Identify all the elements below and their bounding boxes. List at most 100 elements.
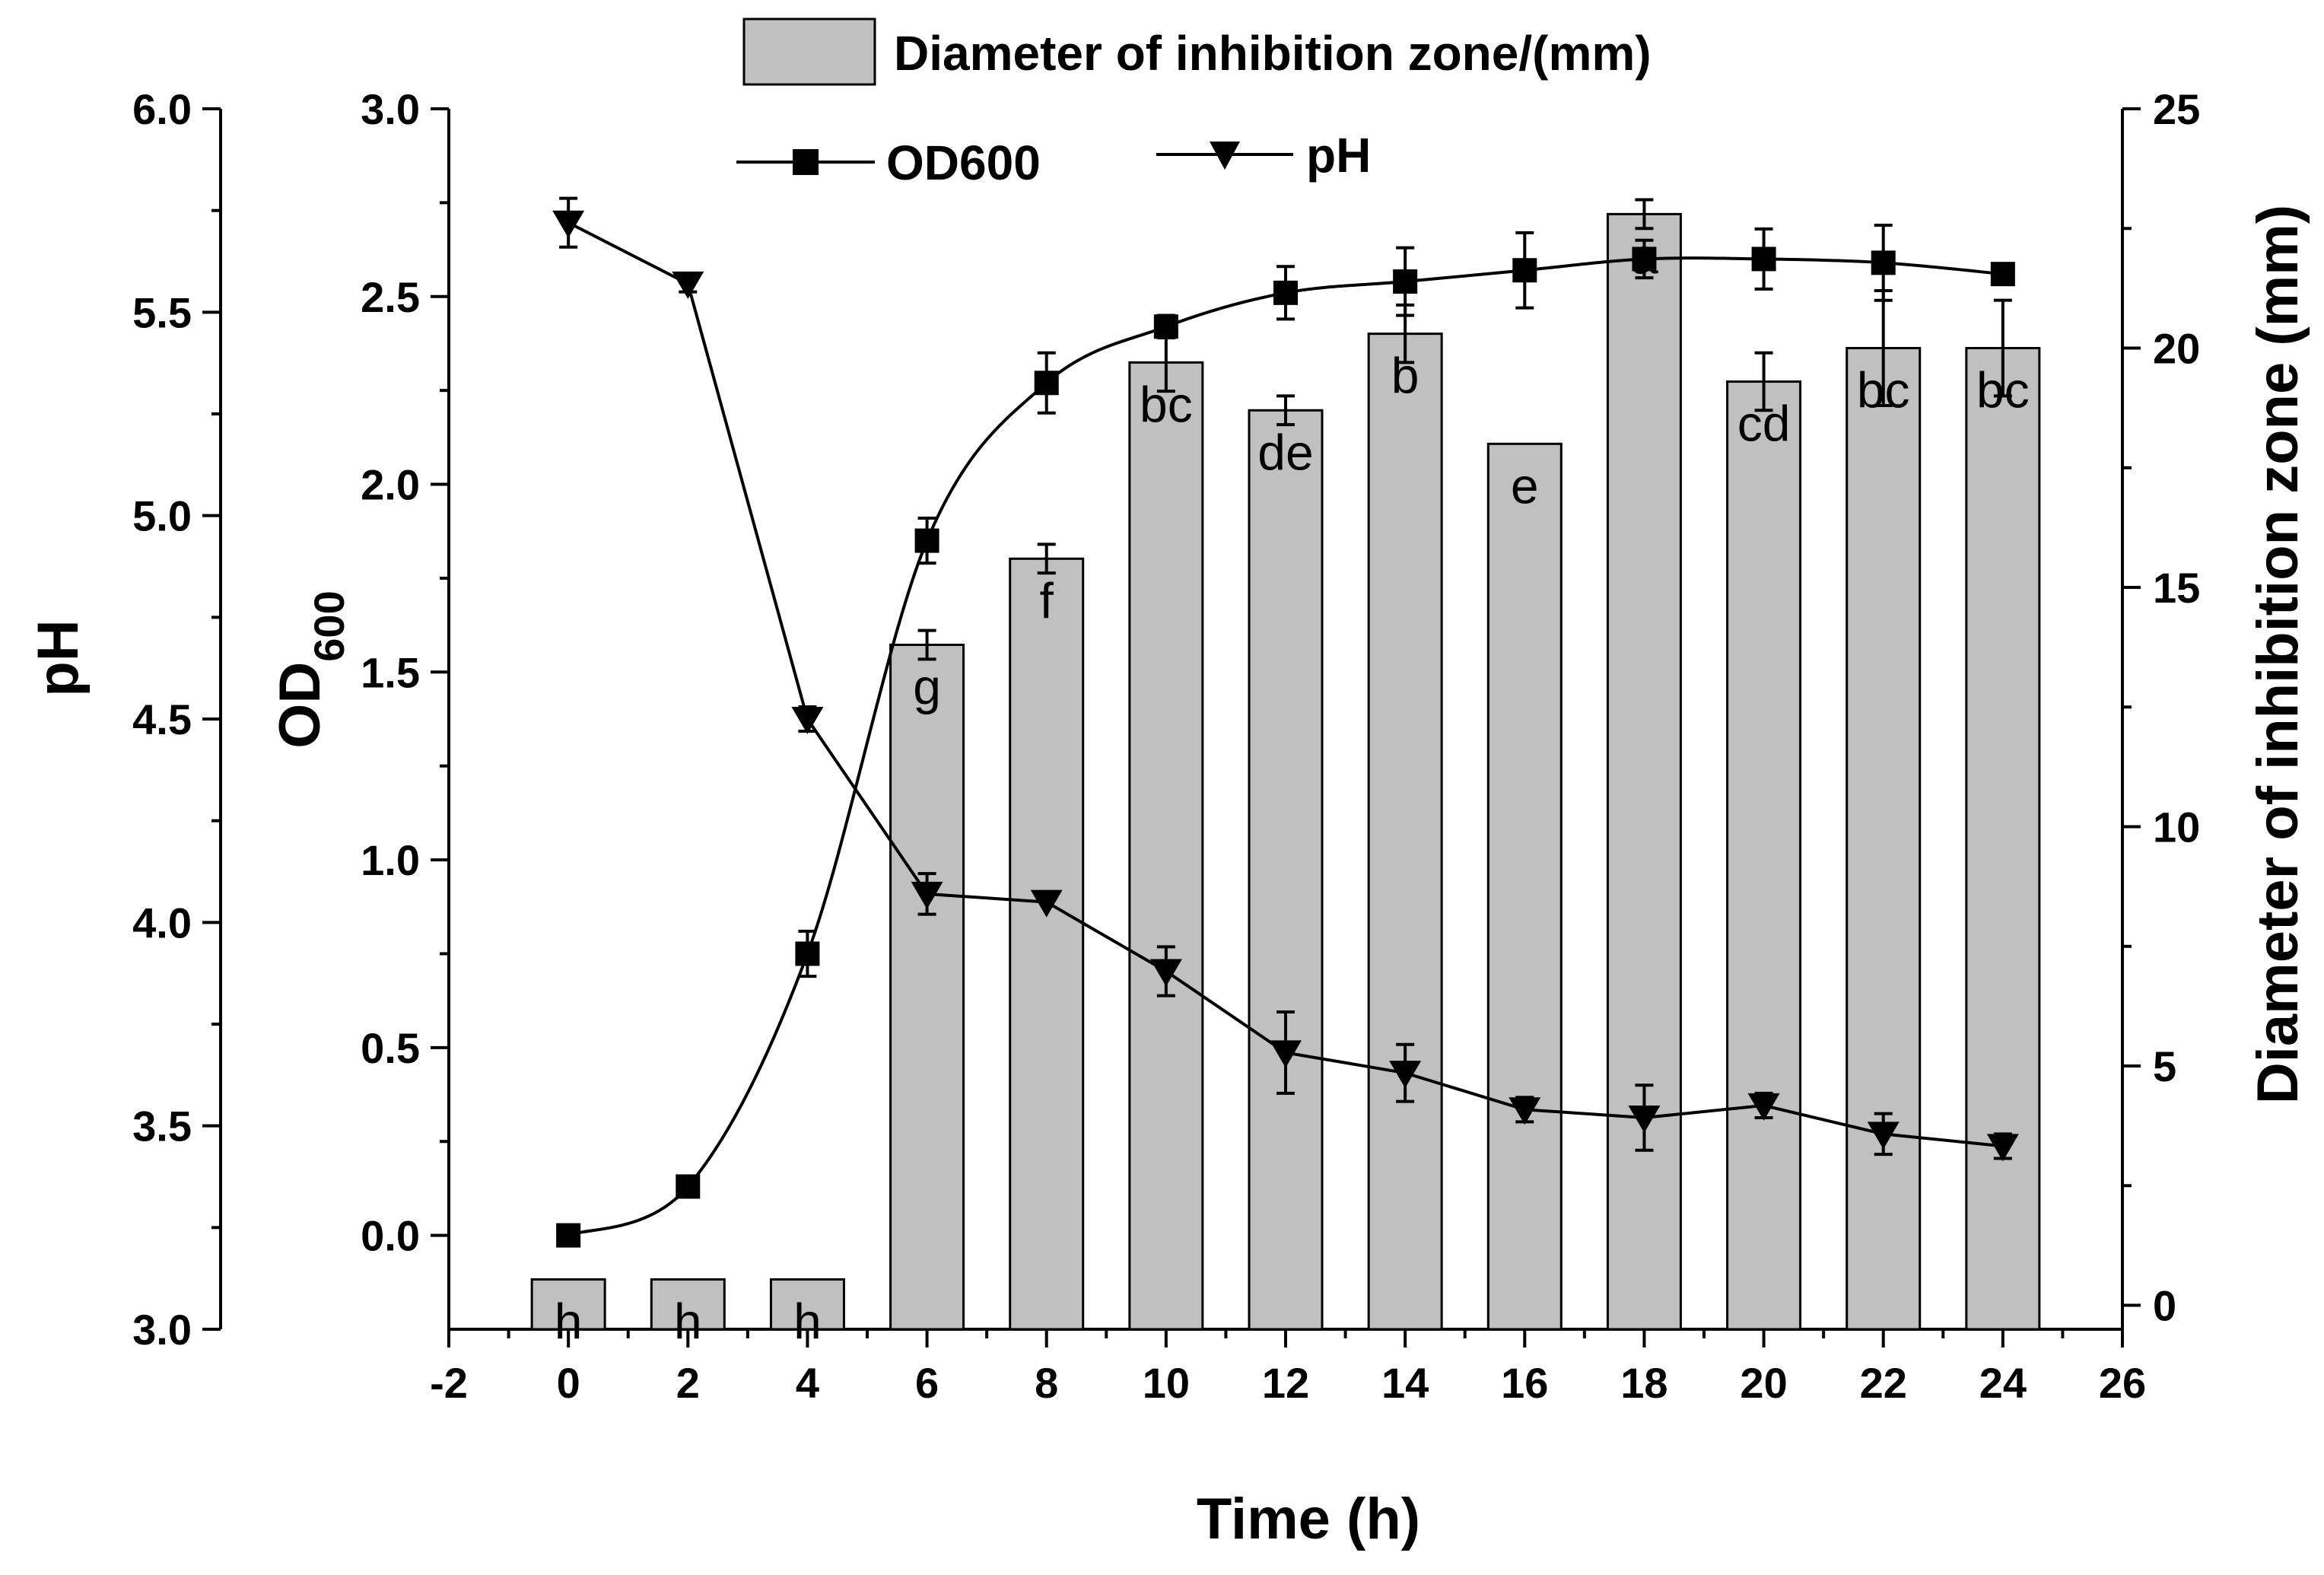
ph-point: [1747, 1093, 1780, 1121]
bar-significance-label: bc: [1857, 362, 1910, 418]
x-tick-label: 4: [796, 1359, 819, 1407]
od-point: [1034, 371, 1059, 396]
od-point: [914, 528, 939, 553]
x-tick-label: 20: [1740, 1359, 1787, 1407]
bar: [1486, 442, 1563, 1331]
od-tick-label: 3.0: [361, 85, 420, 133]
ph-tick-label: 3.0: [132, 1306, 192, 1354]
od-point: [1273, 280, 1298, 305]
x-tick-label: -2: [430, 1359, 468, 1407]
lines-layer: [552, 196, 2019, 1248]
ph-point: [552, 210, 585, 238]
od-point: [1871, 250, 1896, 275]
bar: [650, 1278, 726, 1331]
ph-point: [1149, 959, 1182, 987]
bar-significance-label: g: [913, 659, 941, 715]
ph-tick-label: 5.0: [132, 492, 192, 540]
ph-point: [1509, 1097, 1541, 1125]
x-tick-label: 6: [915, 1359, 939, 1407]
ph-point: [1030, 889, 1063, 918]
od-tick-label: 0.0: [361, 1212, 420, 1260]
ph-point: [1270, 1040, 1302, 1068]
ph-tick-label: 6.0: [132, 85, 192, 133]
od-tick-label: 2.5: [361, 273, 420, 321]
od-tick-label: 1.0: [361, 836, 420, 884]
od-point: [1632, 247, 1657, 272]
ph-point: [1867, 1122, 1900, 1150]
od-point: [556, 1223, 581, 1248]
diameter-tick-label: 25: [2153, 85, 2200, 133]
axes-layer: -2 0 2 4 6 8 10 12 14 16 18 20 22 24 263.03.54.04.55.0…: [132, 85, 2200, 1407]
x-axis-title: Time (h): [1197, 1487, 1420, 1551]
bar-significance-label: h: [555, 1293, 583, 1350]
bar-significance-label: h: [674, 1293, 702, 1350]
x-tick-label: 8: [1035, 1359, 1058, 1407]
bar: [769, 1278, 845, 1331]
od-line: [567, 256, 2004, 1237]
od-tick-label: 1.5: [361, 648, 420, 696]
x-tick-label: 10: [1143, 1359, 1190, 1407]
od-axis-title-main: OD: [268, 662, 332, 749]
od-axis-title: OD600: [268, 590, 353, 748]
diameter-tick-label: 20: [2153, 325, 2200, 373]
bar: [1009, 557, 1085, 1331]
legend-ph-marker: [1210, 142, 1240, 170]
bar-significance-label: bc: [1976, 362, 2030, 418]
bar: [1965, 347, 2041, 1331]
bar: [1367, 332, 1443, 1331]
x-tick-label: 0: [557, 1359, 580, 1407]
bar: [889, 644, 965, 1331]
legend-ph-label: pH: [1306, 128, 1371, 183]
legend-od-label: OD600: [886, 135, 1041, 190]
bar-significance-label: de: [1257, 424, 1313, 480]
od-point: [676, 1174, 701, 1199]
x-tick-label: 12: [1262, 1359, 1309, 1407]
bar: [1248, 409, 1324, 1331]
x-tick-label: 26: [2099, 1359, 2146, 1407]
bar-significance-label: b: [1391, 348, 1420, 404]
ph-point: [1389, 1061, 1422, 1089]
od-point: [1393, 269, 1418, 294]
bar-significance-label: cd: [1737, 396, 1791, 452]
ph-point: [791, 707, 824, 734]
bar-significance-label: e: [1511, 457, 1539, 514]
ph-point: [911, 881, 943, 909]
ph-point: [672, 271, 704, 299]
od-tick-label: 2.0: [361, 461, 420, 509]
od-tick-label: 0.5: [361, 1024, 420, 1072]
bars-layer: hhhgfbcdebeacdbcbc: [530, 198, 2041, 1350]
diameter-axis-title: Diameter of inhibition zone (mm): [2246, 205, 2310, 1104]
diameter-tick-label: 0: [2153, 1282, 2176, 1330]
bar: [1606, 212, 1682, 1331]
bar-significance-label: h: [793, 1293, 822, 1350]
ph-axis-title: pH: [26, 619, 91, 696]
ph-tick-label: 4.5: [132, 695, 192, 743]
legend-bar-label: Diameter of inhibition zone/(mm): [894, 26, 1652, 81]
ph-point: [1628, 1105, 1661, 1133]
bar-significance-label: bc: [1140, 376, 1193, 432]
bar: [1726, 380, 1802, 1331]
diameter-tick-label: 15: [2153, 564, 2200, 612]
od-axis-title-sub: 600: [305, 590, 353, 661]
diameter-tick-label: 5: [2153, 1042, 2176, 1090]
od-point: [1512, 258, 1537, 283]
legend-od-marker: [793, 149, 819, 175]
bar-significance-label: f: [1040, 572, 1054, 628]
bar: [530, 1278, 606, 1331]
ph-tick-label: 5.5: [132, 288, 192, 336]
bar: [1128, 361, 1204, 1331]
ph-point: [1986, 1134, 2019, 1162]
ph-tick-label: 3.5: [132, 1102, 192, 1150]
x-tick-label: 16: [1501, 1359, 1548, 1407]
bar: [1846, 347, 1922, 1331]
od-point: [1153, 314, 1178, 339]
x-tick-label: 2: [676, 1359, 700, 1407]
x-tick-label: 22: [1860, 1359, 1907, 1407]
od-point: [1990, 262, 2015, 287]
x-tick-label: 18: [1620, 1359, 1667, 1407]
od-point: [1751, 247, 1776, 272]
legend: Diameter of inhibition zone/(mm) OD600 p…: [736, 18, 1652, 190]
x-tick-label: 14: [1381, 1359, 1429, 1407]
